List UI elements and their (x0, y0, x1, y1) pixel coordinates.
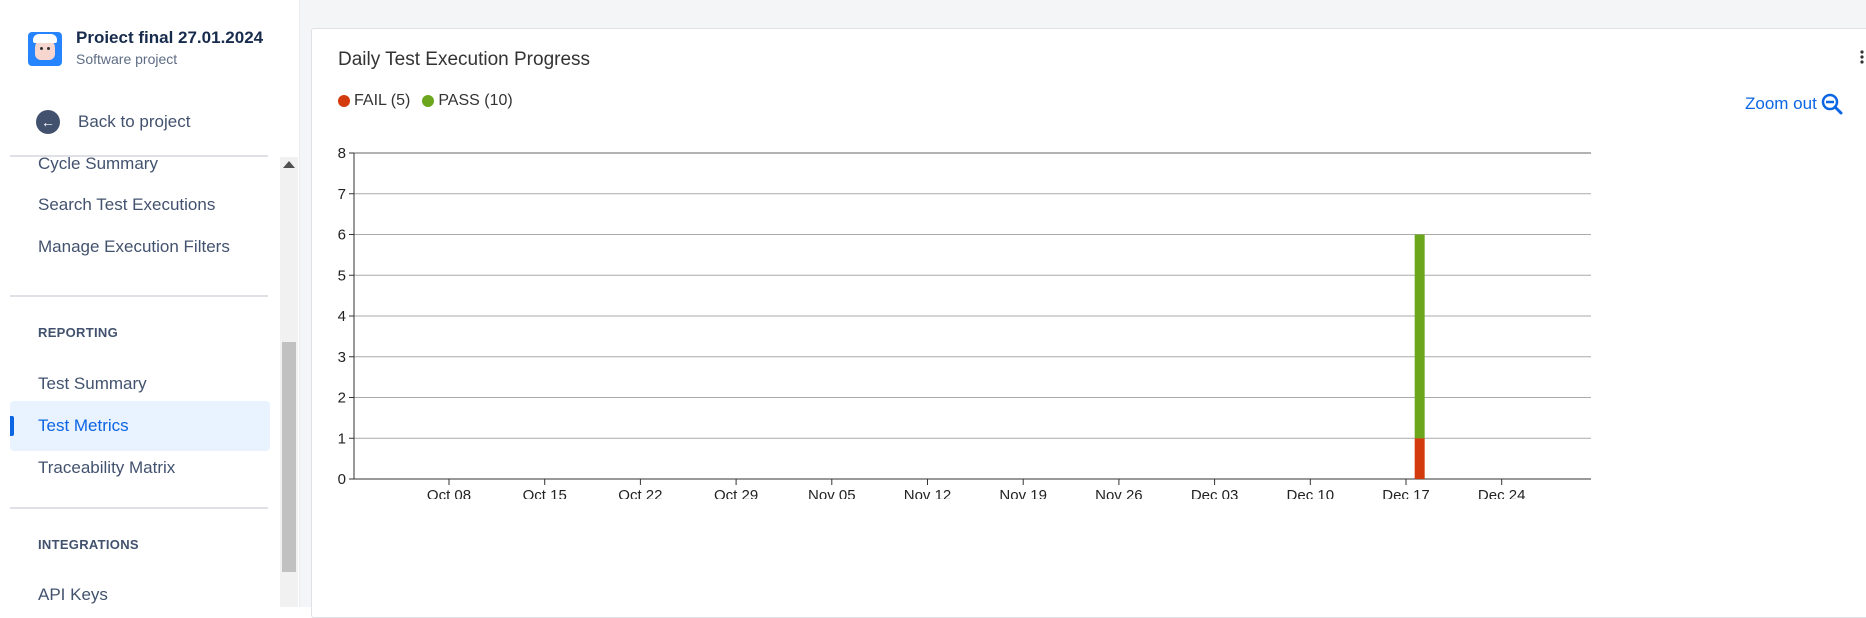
sidebar-item-traceability-matrix[interactable]: Traceability Matrix (38, 458, 176, 477)
y-tick-label: 3 (338, 349, 346, 366)
x-tick-label: Dec 24 (1478, 487, 1526, 499)
nav-divider (10, 507, 268, 509)
main-content: Daily Test Execution Progress FAIL (5) P… (300, 0, 1866, 618)
scroll-up-arrow-icon[interactable] (283, 161, 295, 168)
zoom-out-label: Zoom out (1745, 94, 1817, 113)
legend-label-fail: FAIL (5) (354, 92, 411, 109)
bar-segment-pass (1414, 234, 1425, 439)
x-tick-label: Oct 29 (714, 487, 758, 499)
zoom-out-icon (1821, 93, 1843, 115)
sidebar-nav: Cycle Summary Search Test Executions Man… (10, 157, 280, 607)
project-type: Software project (76, 51, 178, 67)
x-tick-label: Nov 26 (1095, 487, 1143, 499)
x-tick-label: Nov 19 (999, 487, 1047, 499)
y-tick-label: 2 (338, 390, 346, 407)
chart-panel: Daily Test Execution Progress FAIL (5) P… (311, 28, 1866, 618)
x-tick-label: Dec 17 (1382, 487, 1430, 499)
back-to-project-link[interactable]: ← Back to project (36, 110, 190, 134)
y-tick-label: 5 (338, 267, 346, 284)
sidebar-item-test-summary[interactable]: Test Summary (38, 374, 147, 393)
sidebar-item-api-keys[interactable]: API Keys (38, 585, 108, 604)
daily-execution-chart: 0 1 2 3 4 5 6 7 8 Oct 08 Oct 15 Oct 22 Oct 29 Nov 05 N… (338, 145, 1591, 499)
legend-dot-pass (422, 95, 435, 107)
x-tick-label: Dec 03 (1191, 487, 1239, 499)
y-tick-label: 7 (338, 186, 346, 203)
arrow-left-icon: ← (36, 110, 60, 134)
project-avatar-icon (28, 32, 62, 66)
legend-label-pass: PASS (10) (438, 92, 513, 109)
nav-divider (10, 295, 268, 297)
zoom-out-button[interactable]: Zoom out (1745, 93, 1843, 115)
y-tick-label: 4 (338, 308, 346, 325)
project-name: Proiect final 27.01.2024 (76, 28, 264, 47)
chart-legend: FAIL (5) PASS (10) (338, 92, 525, 110)
vertical-dots-icon[interactable] (1859, 49, 1866, 70)
y-tick-label: 6 (338, 227, 346, 244)
x-tick-label: Oct 08 (427, 487, 471, 499)
y-tick-label: 0 (338, 471, 346, 488)
sidebar: Proiect final 27.01.2024 Software projec… (0, 0, 300, 607)
nav-heading-integrations: INTEGRATIONS (38, 537, 139, 552)
sidebar-item-cycle-summary[interactable]: Cycle Summary (38, 157, 158, 173)
bar-segment-fail (1414, 438, 1425, 479)
legend-item-fail[interactable]: FAIL (5) (338, 92, 410, 110)
project-header[interactable]: Proiect final 27.01.2024 Software projec… (28, 26, 263, 74)
y-tick-label: 8 (338, 145, 346, 162)
sidebar-item-search-test-executions[interactable]: Search Test Executions (38, 195, 216, 214)
scrollbar-thumb[interactable] (282, 342, 296, 572)
legend-dot-fail (338, 95, 350, 107)
legend-item-pass[interactable]: PASS (10) (422, 92, 513, 110)
x-tick-label: Nov 12 (904, 487, 952, 499)
x-tick-label: Dec 10 (1287, 487, 1335, 499)
x-tick-label: Nov 05 (808, 487, 856, 499)
sidebar-item-test-metrics[interactable]: Test Metrics (10, 401, 270, 451)
sidebar-scrollbar[interactable] (280, 157, 298, 607)
y-tick-label: 1 (338, 430, 346, 447)
nav-heading-reporting: REPORTING (38, 325, 118, 340)
x-tick-label: Oct 15 (523, 487, 567, 499)
x-tick-label: Oct 22 (618, 487, 662, 499)
nav-divider (10, 155, 268, 157)
sidebar-item-manage-execution-filters[interactable]: Manage Execution Filters (38, 237, 230, 256)
back-to-project-label: Back to project (78, 112, 191, 131)
panel-title: Daily Test Execution Progress (338, 49, 591, 70)
